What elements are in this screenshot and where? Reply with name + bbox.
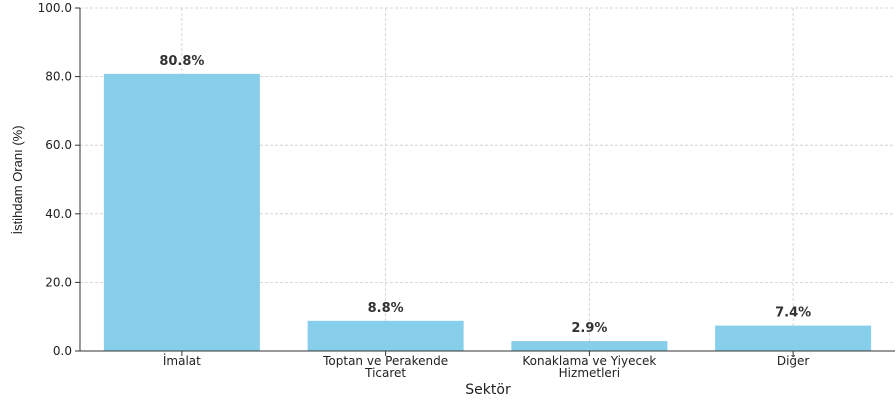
y-tick-label: 100.0 <box>38 1 72 15</box>
data-label: 7.4% <box>775 306 811 321</box>
data-label: 80.8% <box>159 54 204 69</box>
bar <box>715 325 872 351</box>
y-tick-label: 0.0 <box>53 344 72 358</box>
bar <box>511 341 668 351</box>
x-tick-label: Toptan ve Perakende <box>322 354 448 368</box>
y-tick-label: 80.0 <box>45 70 72 84</box>
axes <box>75 7 895 356</box>
y-tick-label: 20.0 <box>45 275 72 289</box>
data-label: 8.8% <box>368 301 404 316</box>
y-tick-label: 60.0 <box>45 138 72 152</box>
x-tick-label: Ticaret <box>364 366 406 380</box>
y-tick-label: 40.0 <box>45 207 72 221</box>
x-tick-label: İmalat <box>163 353 201 368</box>
x-tick-label: Konaklama ve Yiyecek <box>522 354 656 368</box>
bars <box>103 73 872 351</box>
data-label: 2.9% <box>571 321 607 336</box>
bar <box>307 320 464 351</box>
x-tick-label: Diğer <box>777 354 810 368</box>
y-tick-labels: 0.0 20.0 40.0 60.0 80.0 100.0 <box>38 1 72 358</box>
x-tick-label: Hizmetleri <box>559 366 620 380</box>
bar <box>103 73 260 351</box>
data-labels: 80.8% 8.8% 2.9% 7.4% <box>159 54 811 336</box>
x-axis-title: Sektör <box>465 382 511 398</box>
y-axis-title: İstihdam Oranı (%) <box>10 125 25 234</box>
